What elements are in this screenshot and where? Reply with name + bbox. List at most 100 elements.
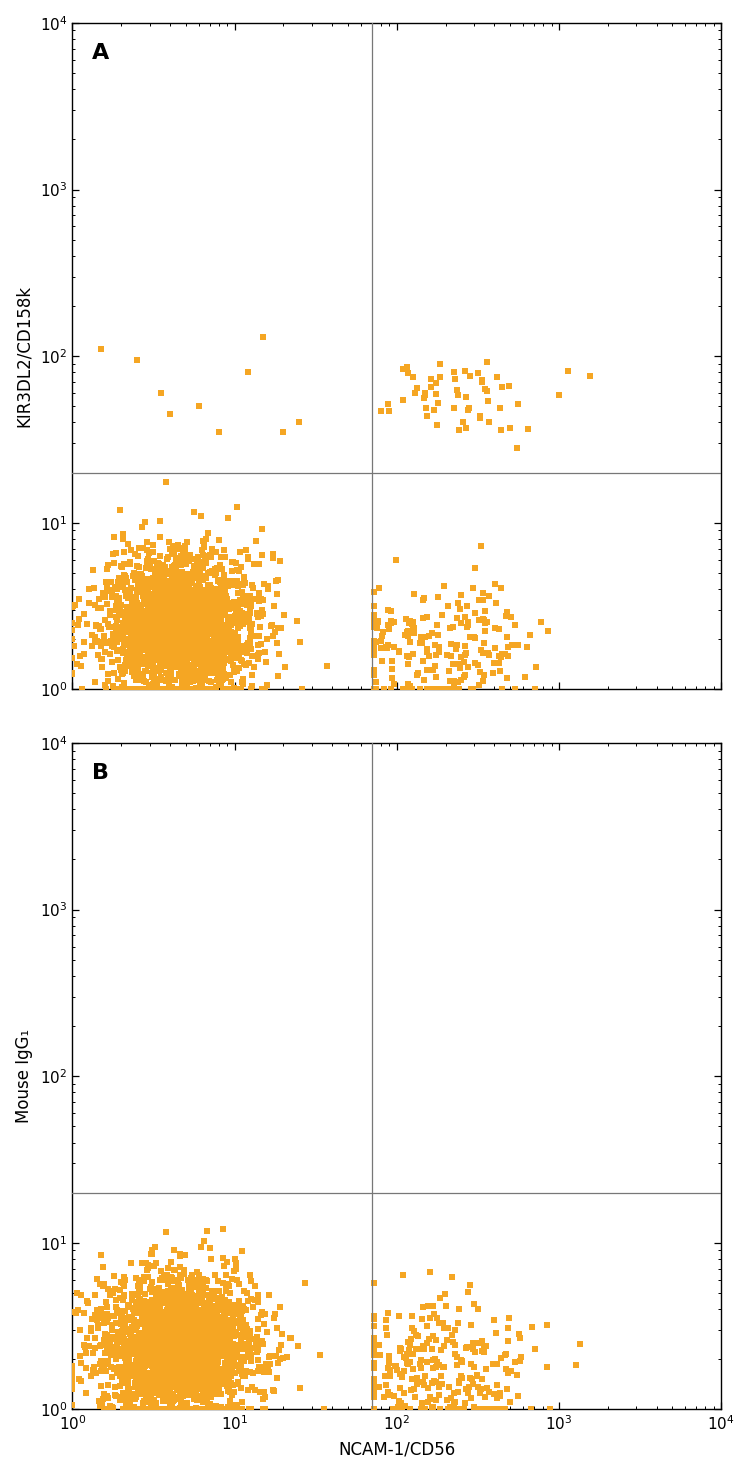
Point [73, 1367, 85, 1391]
Point [251, 601, 262, 625]
Point [233, 605, 245, 629]
Point [208, 642, 220, 666]
Point [170, 604, 182, 627]
Point [135, 1321, 147, 1345]
Point [190, 1377, 202, 1401]
Point [274, 1333, 286, 1357]
Point [177, 1349, 189, 1373]
Point [110, 1295, 122, 1318]
Point [191, 664, 203, 688]
Point [171, 1268, 183, 1292]
Point [179, 1363, 191, 1386]
Point [200, 597, 212, 620]
Point [193, 639, 205, 663]
Point [186, 1380, 198, 1404]
Point [368, 594, 380, 617]
Point [512, 633, 524, 657]
Point [438, 574, 450, 598]
Point [146, 557, 158, 580]
Point [194, 1340, 206, 1364]
Point [165, 616, 177, 639]
Point [242, 632, 254, 655]
Point [141, 539, 153, 563]
Point [170, 1295, 182, 1318]
Point [207, 1284, 219, 1308]
Point [536, 610, 548, 633]
Point [178, 1305, 190, 1329]
Point [500, 626, 512, 650]
Point [211, 557, 223, 580]
Point [155, 592, 167, 616]
Point [187, 546, 199, 570]
Point [494, 1385, 506, 1408]
Point [170, 561, 182, 585]
Point [368, 1398, 380, 1421]
Point [169, 1346, 181, 1370]
Point [195, 1302, 207, 1326]
Point [186, 626, 198, 650]
Point [211, 1330, 223, 1354]
Point [78, 1333, 90, 1357]
Point [154, 1361, 166, 1385]
Point [178, 1330, 190, 1354]
Point [203, 669, 215, 692]
Point [118, 579, 130, 602]
Point [176, 660, 188, 683]
Point [188, 1333, 200, 1357]
Point [194, 1307, 206, 1330]
Point [134, 642, 146, 666]
Point [476, 638, 488, 661]
Point [153, 1383, 165, 1407]
Point [194, 582, 206, 605]
Point [194, 661, 206, 685]
Point [110, 614, 122, 638]
Point [166, 1364, 178, 1388]
Point [122, 644, 134, 667]
Point [153, 1295, 165, 1318]
Point [432, 392, 444, 415]
Point [454, 657, 466, 681]
Point [179, 582, 191, 605]
Point [182, 597, 194, 620]
Point [184, 627, 196, 651]
Point [198, 1315, 210, 1339]
Point [198, 1379, 210, 1402]
Point [402, 625, 414, 648]
Point [189, 588, 201, 611]
Point [170, 645, 182, 669]
Point [198, 564, 210, 588]
Point [217, 1370, 229, 1393]
Point [176, 627, 188, 651]
Point [422, 638, 434, 661]
Point [94, 1349, 106, 1373]
Point [96, 1392, 108, 1416]
Point [172, 1296, 184, 1320]
Point [190, 1270, 202, 1293]
Point [225, 650, 237, 673]
Point [146, 1376, 158, 1399]
Point [373, 576, 385, 600]
Point [118, 633, 130, 657]
Point [160, 625, 172, 648]
Point [256, 1357, 268, 1380]
Point [173, 611, 185, 635]
Point [164, 580, 176, 604]
Point [201, 604, 213, 627]
Point [177, 567, 189, 591]
Point [170, 642, 182, 666]
Point [235, 572, 247, 595]
Point [124, 678, 136, 701]
Point [409, 382, 421, 405]
Point [119, 601, 131, 625]
Point [394, 1337, 406, 1361]
Point [148, 586, 160, 610]
Point [217, 657, 229, 681]
Point [134, 1321, 146, 1345]
Point [207, 623, 219, 647]
Point [166, 1383, 178, 1407]
Point [172, 561, 184, 585]
Point [212, 1335, 224, 1358]
Point [157, 1321, 169, 1345]
Point [179, 592, 191, 616]
Point [189, 611, 201, 635]
